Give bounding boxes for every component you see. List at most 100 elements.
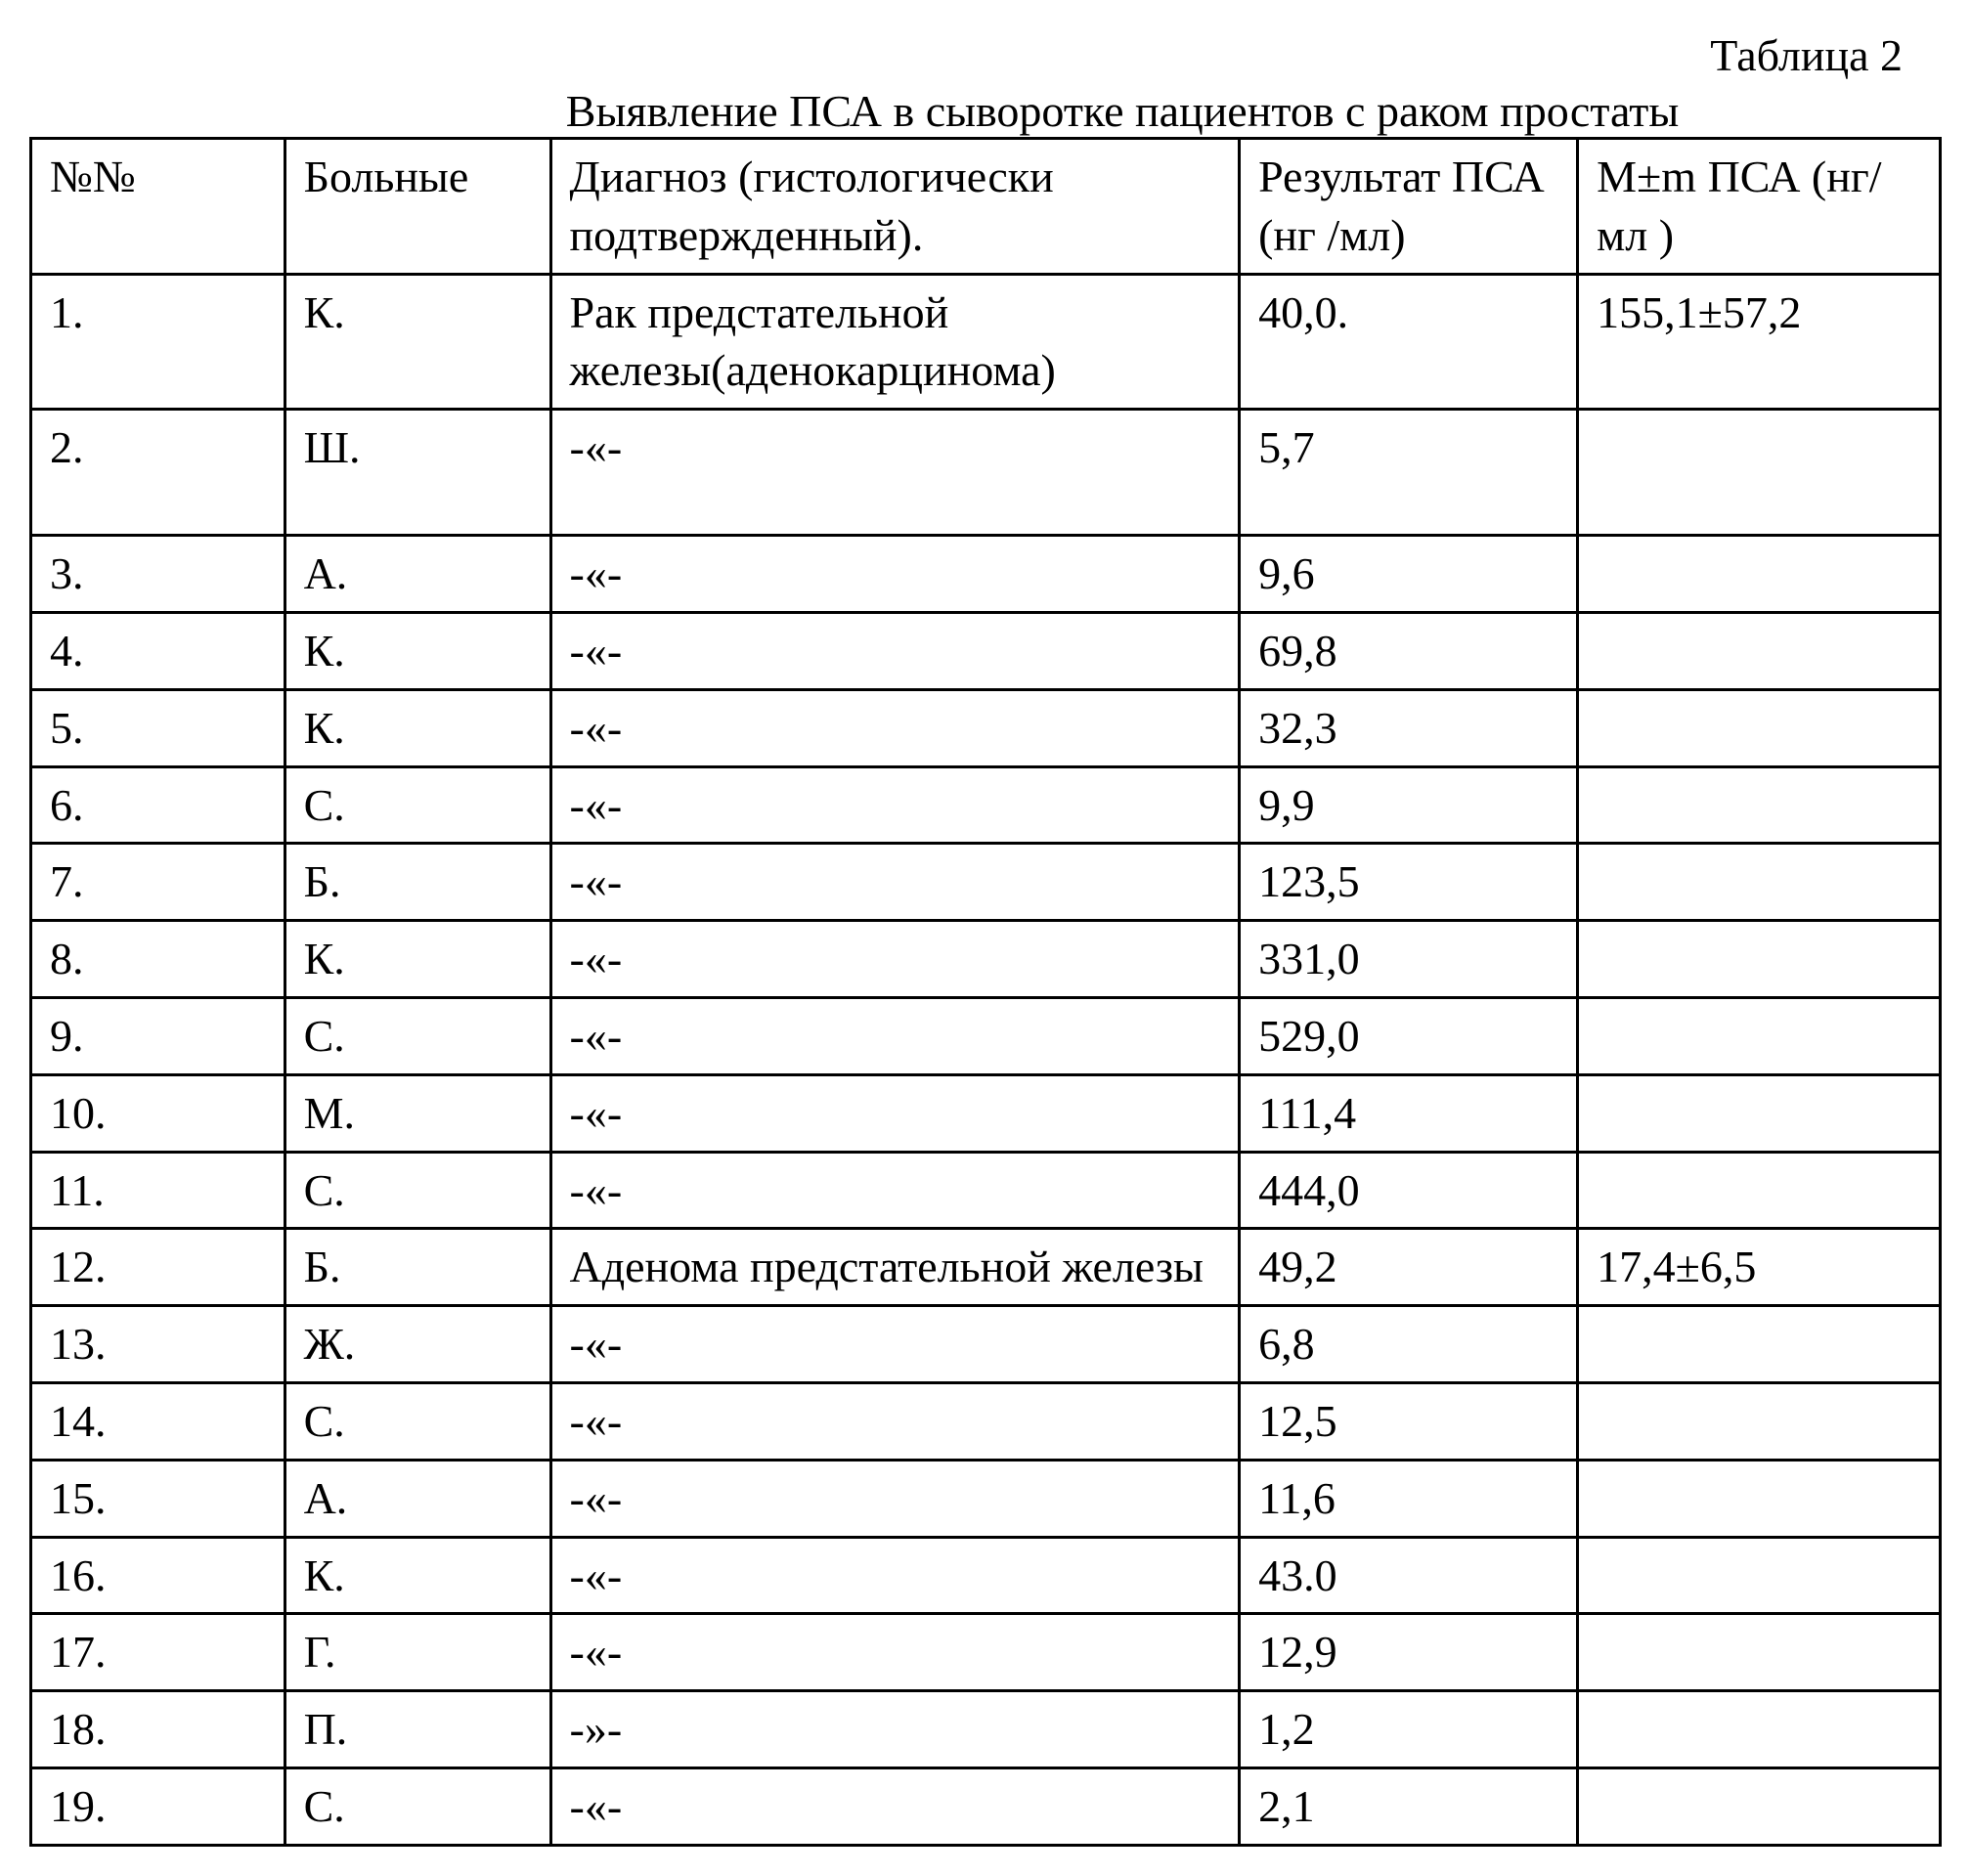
cell-patient: К. <box>285 921 550 998</box>
cell-mean: 17,4±6,5 <box>1578 1229 1941 1306</box>
cell-diagnosis: Аденома предстательной железы <box>550 1229 1240 1306</box>
cell-patient: С. <box>285 997 550 1074</box>
cell-patient: Ш. <box>285 410 550 536</box>
cell-diagnosis: -«- <box>550 1537 1240 1614</box>
col-header-patient: Больные <box>285 139 550 275</box>
cell-result: 49,2 <box>1240 1229 1578 1306</box>
cell-mean <box>1578 766 1941 844</box>
cell-mean <box>1578 1691 1941 1768</box>
cell-patient: К. <box>285 612 550 689</box>
cell-diagnosis: Рак предстательной железы(аденокарцинома… <box>550 274 1240 410</box>
cell-mean <box>1578 612 1941 689</box>
table-row: 10.М.-«-111,4 <box>31 1074 1941 1152</box>
table-header-row: №№ Больные Диагноз (гистологически подтв… <box>31 139 1941 275</box>
table-row: 2.Ш.-«-5,7 <box>31 410 1941 536</box>
cell-number: 8. <box>31 921 285 998</box>
cell-number: 15. <box>31 1460 285 1537</box>
cell-result: 111,4 <box>1240 1074 1578 1152</box>
table-row: 6.С.-«-9,9 <box>31 766 1941 844</box>
cell-mean <box>1578 410 1941 536</box>
cell-mean <box>1578 1537 1941 1614</box>
document-container: Таблица 2 Выявление ПСА в сыворотке паци… <box>29 29 1942 1847</box>
table-number-label: Таблица 2 <box>29 29 1942 81</box>
cell-number: 11. <box>31 1152 285 1229</box>
cell-diagnosis: -«- <box>550 1152 1240 1229</box>
table-body: 1.К.Рак предстательной железы(аденокарци… <box>31 274 1941 1845</box>
cell-number: 13. <box>31 1306 285 1383</box>
cell-diagnosis: -«- <box>550 612 1240 689</box>
col-header-mean: M±m ПСА (нг/мл ) <box>1578 139 1941 275</box>
cell-result: 32,3 <box>1240 689 1578 766</box>
cell-number: 19. <box>31 1767 285 1845</box>
table-caption: Выявление ПСА в сыворотке пациентов с ра… <box>29 85 1942 137</box>
cell-patient: С. <box>285 1767 550 1845</box>
cell-mean <box>1578 844 1941 921</box>
cell-number: 7. <box>31 844 285 921</box>
cell-result: 2,1 <box>1240 1767 1578 1845</box>
table-row: 8.К.-«-331,0 <box>31 921 1941 998</box>
cell-patient: П. <box>285 1691 550 1768</box>
cell-result: 69,8 <box>1240 612 1578 689</box>
cell-mean <box>1578 536 1941 613</box>
cell-patient: Б. <box>285 1229 550 1306</box>
table-row: 4.К.-«-69,8 <box>31 612 1941 689</box>
cell-number: 17. <box>31 1614 285 1691</box>
table-row: 13.Ж.-«-6,8 <box>31 1306 1941 1383</box>
table-row: 19.С.-«-2,1 <box>31 1767 1941 1845</box>
cell-mean <box>1578 997 1941 1074</box>
cell-number: 6. <box>31 766 285 844</box>
cell-number: 1. <box>31 274 285 410</box>
cell-number: 16. <box>31 1537 285 1614</box>
col-header-result: Результат ПСА (нг /мл) <box>1240 139 1578 275</box>
table-row: 3.А.-«-9,6 <box>31 536 1941 613</box>
cell-diagnosis: -«- <box>550 410 1240 536</box>
cell-mean <box>1578 921 1941 998</box>
cell-patient: К. <box>285 274 550 410</box>
cell-result: 123,5 <box>1240 844 1578 921</box>
table-row: 9.С.-«-529,0 <box>31 997 1941 1074</box>
cell-result: 6,8 <box>1240 1306 1578 1383</box>
table-row: 14.С.-«-12,5 <box>31 1382 1941 1460</box>
cell-result: 1,2 <box>1240 1691 1578 1768</box>
cell-patient: С. <box>285 1382 550 1460</box>
cell-patient: А. <box>285 536 550 613</box>
cell-number: 12. <box>31 1229 285 1306</box>
cell-mean <box>1578 1152 1941 1229</box>
cell-number: 9. <box>31 997 285 1074</box>
table-row: 5.К.-«-32,3 <box>31 689 1941 766</box>
table-row: 11.С.-«-444,0 <box>31 1152 1941 1229</box>
cell-mean <box>1578 1074 1941 1152</box>
table-row: 17.Г.-«-12,9 <box>31 1614 1941 1691</box>
cell-patient: М. <box>285 1074 550 1152</box>
cell-patient: Ж. <box>285 1306 550 1383</box>
cell-patient: К. <box>285 689 550 766</box>
cell-mean <box>1578 1614 1941 1691</box>
cell-result: 444,0 <box>1240 1152 1578 1229</box>
cell-result: 12,9 <box>1240 1614 1578 1691</box>
cell-diagnosis: -«- <box>550 1074 1240 1152</box>
cell-diagnosis: -»- <box>550 1691 1240 1768</box>
cell-mean <box>1578 1767 1941 1845</box>
cell-number: 2. <box>31 410 285 536</box>
cell-mean <box>1578 1460 1941 1537</box>
cell-diagnosis: -«- <box>550 766 1240 844</box>
cell-patient: Б. <box>285 844 550 921</box>
cell-diagnosis: -«- <box>550 1460 1240 1537</box>
col-header-number: №№ <box>31 139 285 275</box>
cell-result: 5,7 <box>1240 410 1578 536</box>
table-row: 7.Б.-«-123,5 <box>31 844 1941 921</box>
cell-mean <box>1578 1382 1941 1460</box>
cell-patient: С. <box>285 1152 550 1229</box>
cell-result: 12,5 <box>1240 1382 1578 1460</box>
cell-diagnosis: -«- <box>550 1306 1240 1383</box>
cell-number: 5. <box>31 689 285 766</box>
cell-patient: А. <box>285 1460 550 1537</box>
cell-diagnosis: -«- <box>550 689 1240 766</box>
cell-diagnosis: -«- <box>550 844 1240 921</box>
cell-result: 529,0 <box>1240 997 1578 1074</box>
cell-result: 9,9 <box>1240 766 1578 844</box>
cell-number: 4. <box>31 612 285 689</box>
cell-mean <box>1578 689 1941 766</box>
table-row: 12.Б.Аденома предстательной железы49,217… <box>31 1229 1941 1306</box>
cell-result: 11,6 <box>1240 1460 1578 1537</box>
